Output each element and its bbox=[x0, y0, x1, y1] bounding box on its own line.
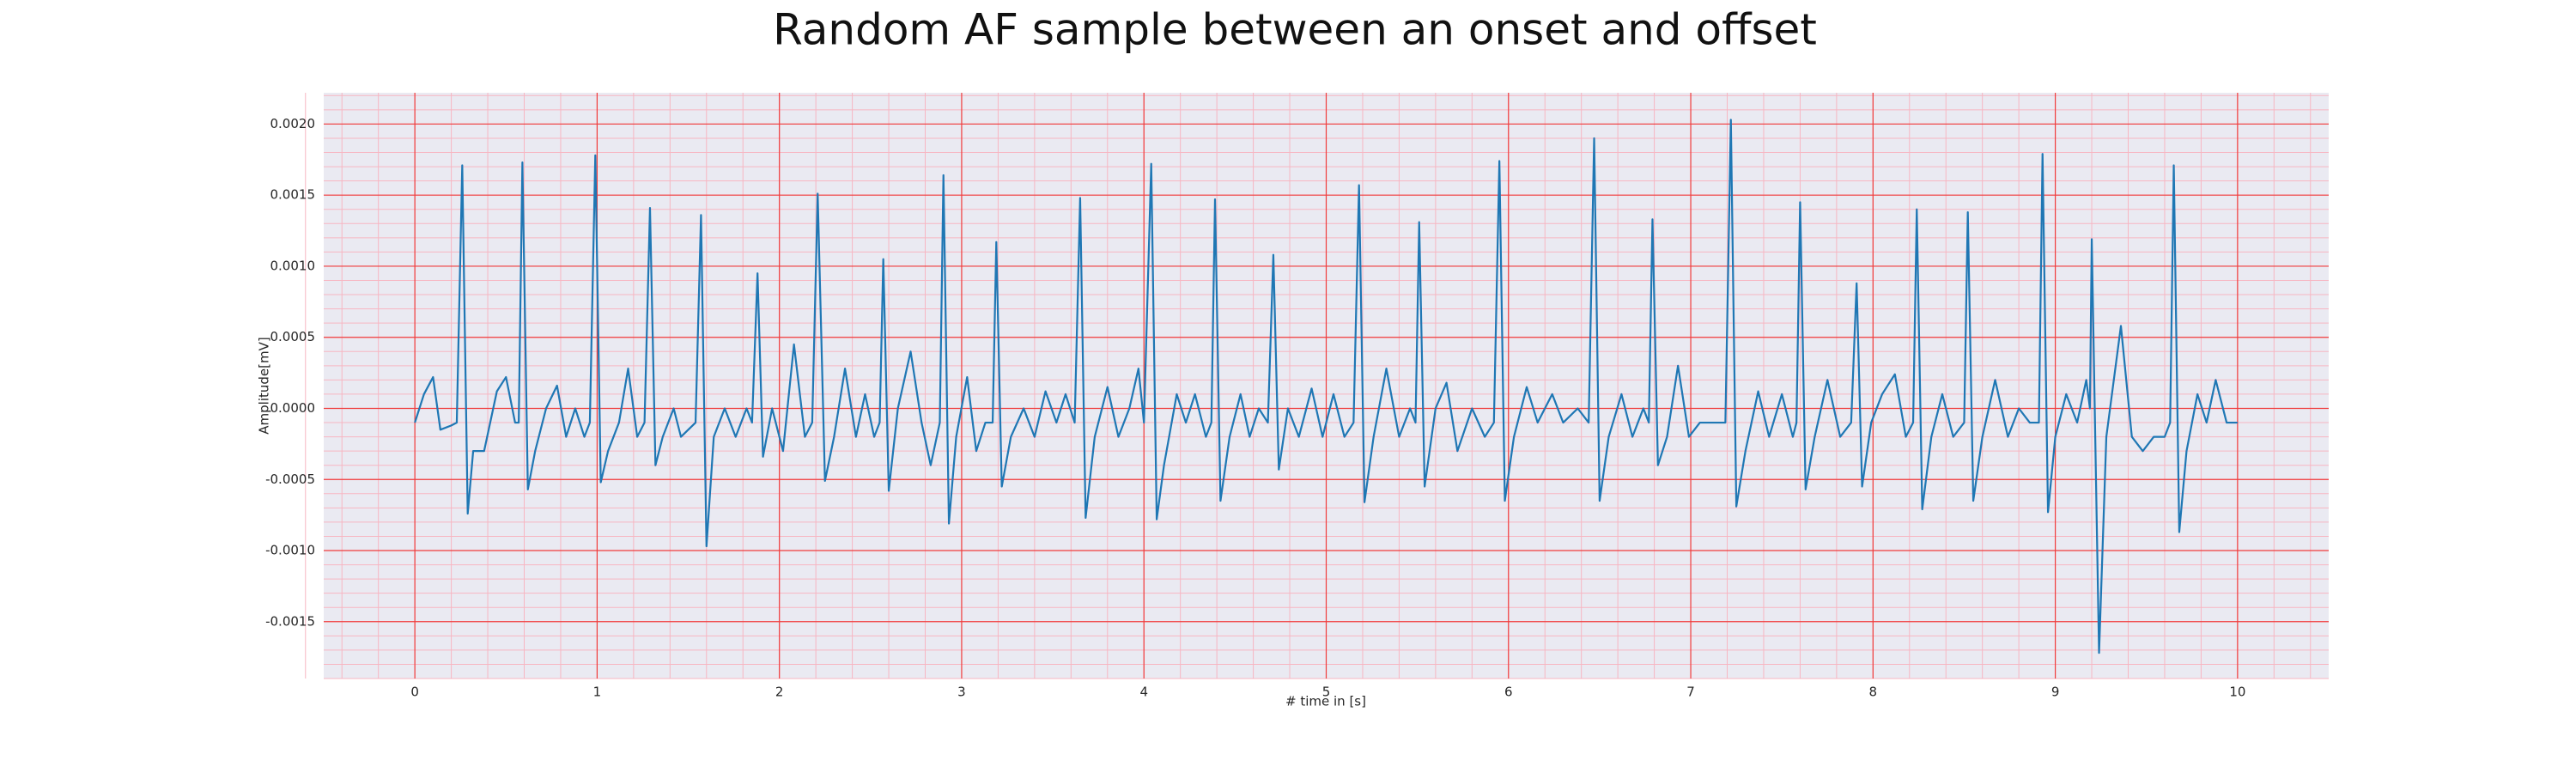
y-axis-label: Amplitude[mV] bbox=[257, 337, 272, 434]
y-tick-label: 0.0000 bbox=[270, 400, 316, 416]
x-tick-label: 0 bbox=[410, 685, 419, 700]
x-tick-label: 7 bbox=[1686, 685, 1695, 700]
plot bbox=[414, 119, 2238, 654]
x-tick-label: 5 bbox=[1322, 685, 1331, 700]
y-tick-label: 0.0020 bbox=[270, 116, 316, 131]
signal-line bbox=[414, 119, 2238, 654]
grid bbox=[305, 93, 2329, 679]
y-tick-label: -0.0015 bbox=[265, 613, 315, 629]
y-tick-label: -0.0005 bbox=[265, 472, 315, 487]
x-tick-label: 3 bbox=[957, 685, 966, 700]
x-tick-label: 4 bbox=[1139, 685, 1148, 700]
x-tick-label: 2 bbox=[775, 685, 784, 700]
x-tick-label: 10 bbox=[2229, 685, 2245, 700]
y-tick-label: 0.0010 bbox=[270, 258, 316, 273]
x-tick-label: 6 bbox=[1504, 685, 1513, 700]
x-tick-label: 9 bbox=[2051, 685, 2060, 700]
y-tick-label: -0.0010 bbox=[265, 543, 315, 558]
y-tick-label: 0.0015 bbox=[270, 187, 316, 203]
x-tick-label: 8 bbox=[1869, 685, 1878, 700]
y-tick-label: 0.0005 bbox=[270, 329, 316, 344]
chart-title: Random AF sample between an onset and of… bbox=[773, 5, 1817, 55]
x-axis-label: # time in [s] bbox=[1285, 694, 1366, 709]
x-tick-label: 1 bbox=[593, 685, 602, 700]
